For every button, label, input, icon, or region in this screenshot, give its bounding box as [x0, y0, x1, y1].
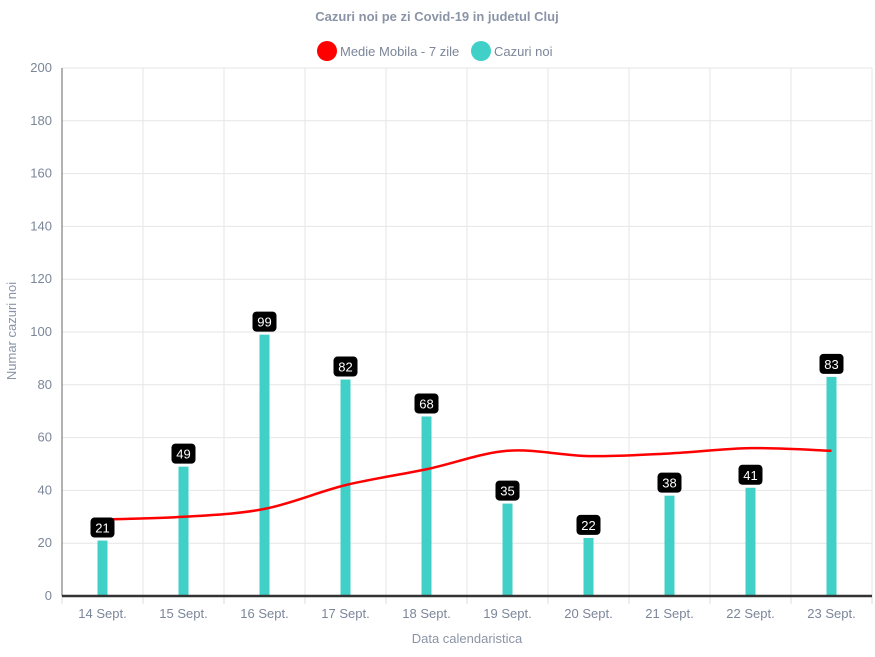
x-tick-label: 23 Sept.	[807, 606, 855, 621]
y-axis-ticks: 0 20 40 60 80 100 120 140 160 180 200	[30, 60, 52, 603]
bar	[97, 540, 108, 596]
y-tick-label: 0	[45, 588, 52, 603]
moving-average-line-layer	[102, 446, 832, 521]
data-labels: 21 49 99 82 68 35 22 38 41 83	[90, 311, 844, 538]
data-label-text: 35	[500, 484, 514, 499]
x-axis-ticks: 14 Sept. 15 Sept. 16 Sept. 17 Sept. 18 Sept.…	[78, 606, 855, 621]
legend: Medie Mobila - 7 zile Cazuri noi	[317, 41, 553, 61]
bar	[664, 495, 675, 596]
data-label: 68	[414, 393, 439, 414]
x-axis-title: Data calendaristica	[412, 631, 523, 646]
y-tick-label: 100	[30, 324, 52, 339]
data-label-text: 49	[176, 447, 190, 462]
data-label: 41	[738, 464, 763, 485]
data-label-text: 38	[662, 476, 676, 491]
bar	[583, 537, 594, 596]
data-label-text: 83	[824, 357, 838, 372]
legend-label-moving-average: Medie Mobila - 7 zile	[340, 44, 459, 59]
moving-average-line	[102, 446, 832, 521]
data-label-box	[738, 464, 763, 485]
data-label-box	[657, 472, 682, 493]
bar	[826, 376, 837, 596]
data-label-box	[333, 356, 358, 377]
legend-item-new-cases[interactable]: Cazuri noi	[471, 41, 553, 61]
bar	[259, 334, 270, 596]
legend-label-new-cases: Cazuri noi	[494, 44, 553, 59]
x-tick-label: 18 Sept.	[402, 606, 450, 621]
data-label-box	[414, 393, 439, 414]
data-label-text: 82	[338, 360, 352, 375]
y-tick-label: 180	[30, 113, 52, 128]
x-tick-label: 15 Sept.	[159, 606, 207, 621]
bar	[421, 416, 432, 596]
x-tick-label: 14 Sept.	[78, 606, 126, 621]
y-tick-label: 200	[30, 60, 52, 75]
data-label-text: 41	[743, 468, 757, 483]
data-label-box	[171, 443, 196, 464]
y-tick-label: 120	[30, 271, 52, 286]
y-tick-label: 60	[38, 430, 52, 445]
y-tick-label: 20	[38, 535, 52, 550]
x-tick-label: 17 Sept.	[321, 606, 369, 621]
data-label-box	[576, 514, 601, 535]
data-label: 82	[333, 356, 358, 377]
bars	[62, 334, 872, 598]
x-tick-label: 19 Sept.	[483, 606, 531, 621]
data-label: 35	[495, 480, 520, 501]
data-label-text: 99	[257, 315, 271, 330]
bar	[745, 487, 756, 596]
y-tick-label: 140	[30, 218, 52, 233]
bar	[178, 466, 189, 596]
data-label: 21	[90, 517, 115, 538]
data-label: 83	[819, 353, 844, 374]
data-label-text: 68	[419, 396, 433, 411]
legend-swatch-new-cases	[471, 41, 491, 61]
y-tick-label: 80	[38, 377, 52, 392]
x-tick-label: 16 Sept.	[240, 606, 288, 621]
legend-swatch-moving-average	[317, 41, 337, 61]
data-label-box	[819, 353, 844, 374]
data-label-box	[90, 517, 115, 538]
bar	[502, 503, 513, 596]
bar	[340, 379, 351, 596]
y-axis-title: Numar cazuri noi	[4, 282, 19, 380]
data-label-text: 21	[95, 521, 109, 536]
x-tick-label: 22 Sept.	[726, 606, 774, 621]
data-label-box	[252, 311, 277, 332]
grid	[61, 67, 873, 604]
x-tick-label: 20 Sept.	[564, 606, 612, 621]
data-label-text: 22	[581, 518, 595, 533]
y-tick-label: 160	[30, 166, 52, 181]
legend-item-moving-average[interactable]: Medie Mobila - 7 zile	[317, 41, 459, 61]
chart-title: Cazuri noi pe zi Covid-19 in judetul Clu…	[315, 9, 558, 24]
data-label: 99	[252, 311, 277, 332]
data-label: 22	[576, 514, 601, 535]
data-label: 38	[657, 472, 682, 493]
data-label-box	[495, 480, 520, 501]
x-tick-label: 21 Sept.	[645, 606, 693, 621]
y-tick-label: 40	[38, 482, 52, 497]
data-label: 49	[171, 443, 196, 464]
